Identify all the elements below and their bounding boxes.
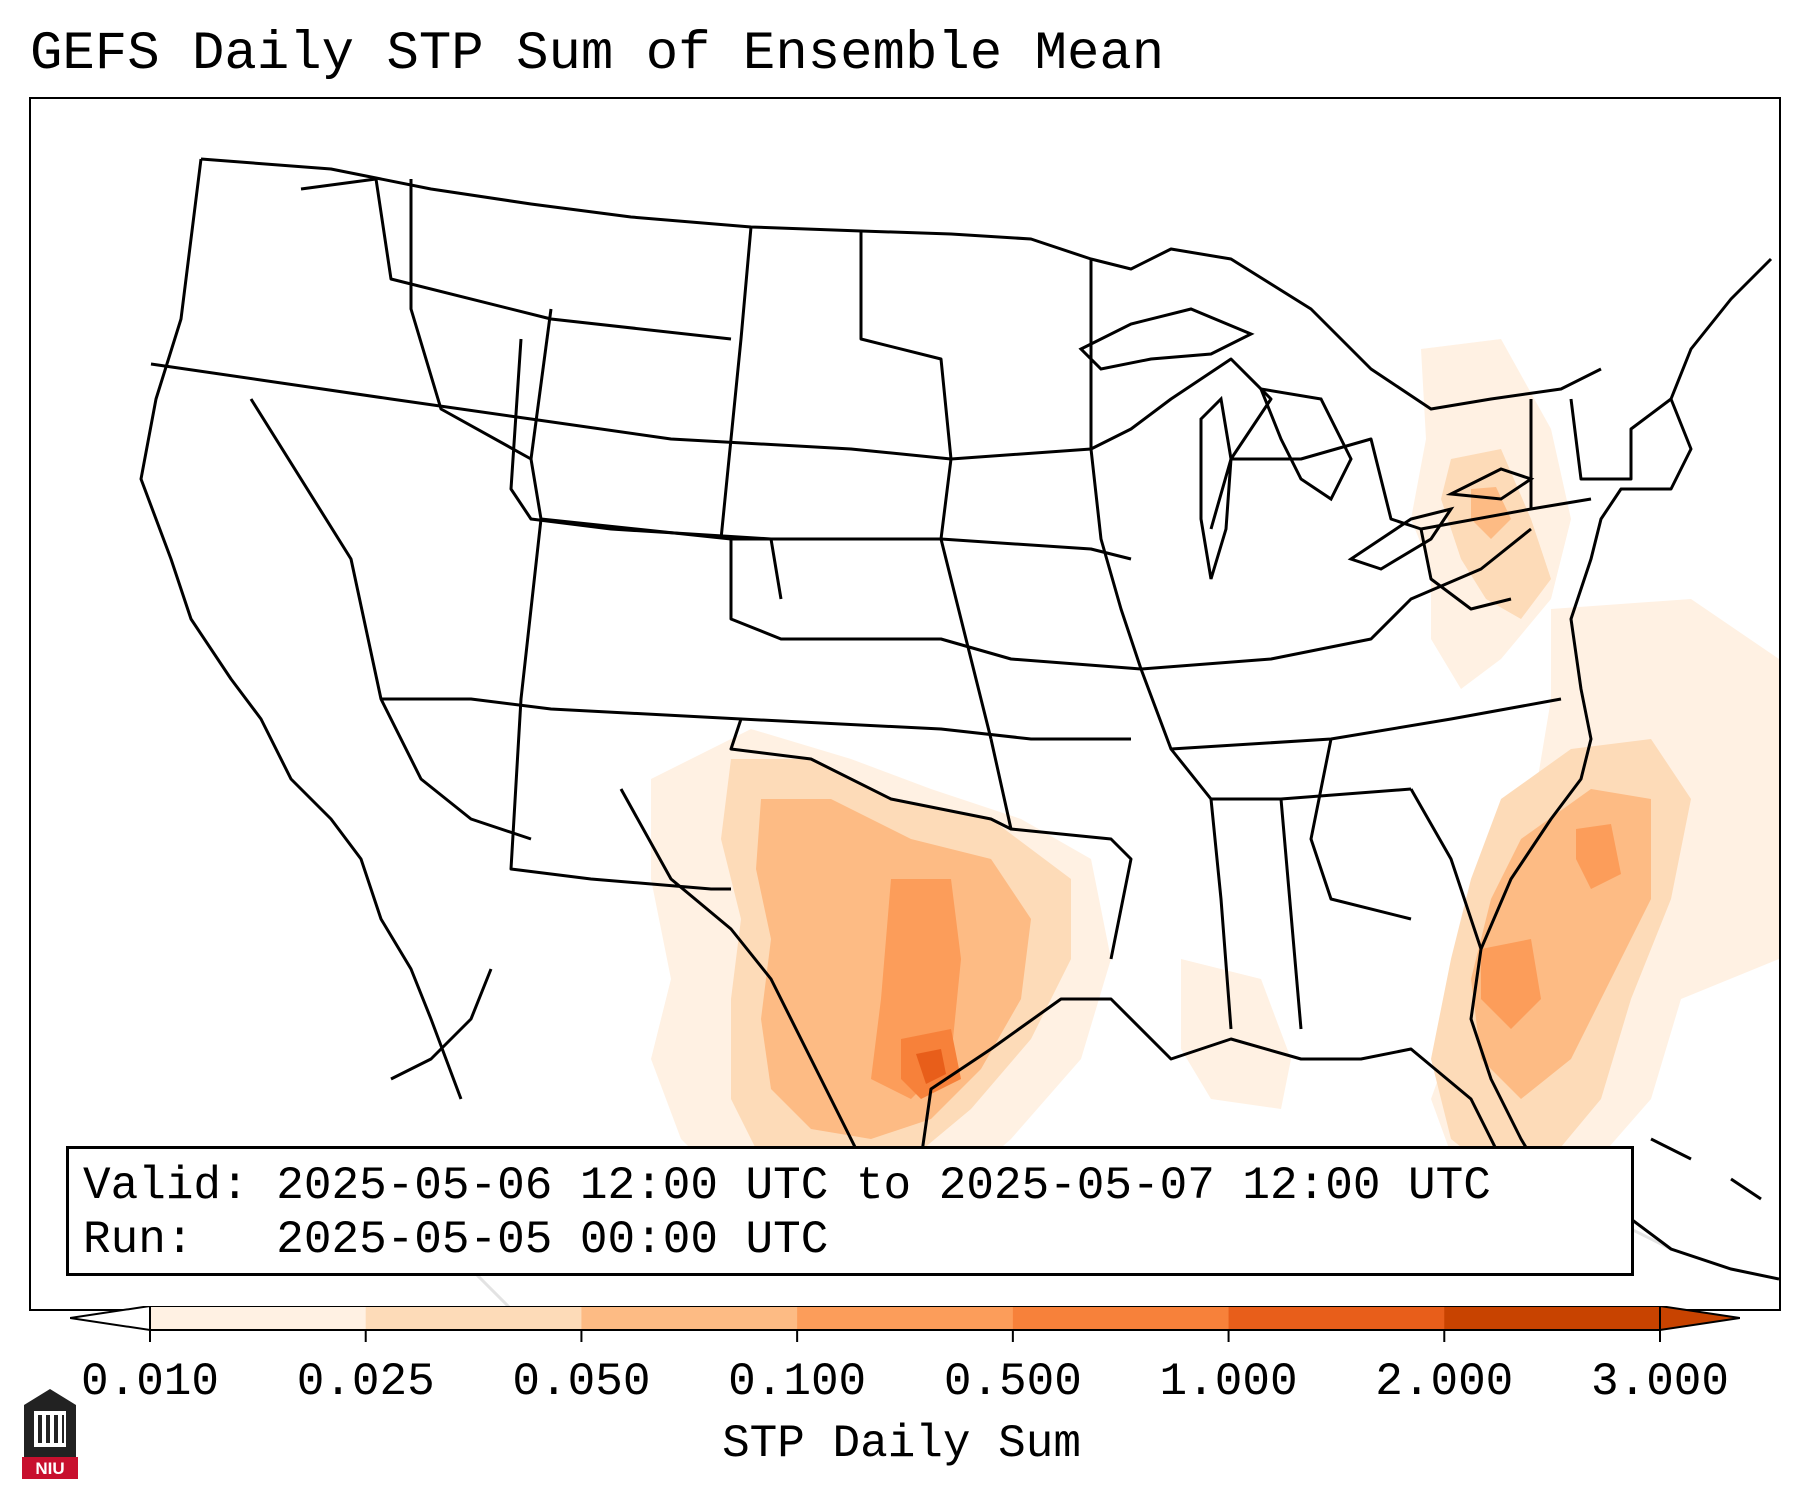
valid-line: Valid: 2025-05-06 12:00 UTC to 2025-05-0… [83,1159,1617,1213]
lake-huron [1258,387,1353,502]
map-panel [29,97,1781,1311]
colorbar-segments [149,1306,1661,1331]
colorbar-tick-label: 2.000 [1375,1356,1514,1408]
lake-erie [1347,506,1455,571]
lake-michigan [1199,395,1233,580]
valid-run-info-box: Valid: 2025-05-06 12:00 UTC to 2025-05-0… [66,1146,1634,1276]
lake-superior [1078,307,1255,371]
colorbar-segment [1228,1306,1445,1330]
colorbar-tick-label: 0.010 [80,1356,220,1408]
pacific-coast [139,158,463,1100]
colorbar-segment [365,1306,582,1330]
colorbar-segment [150,1306,367,1330]
lake-ontario [1445,467,1535,501]
colorbar-segment [797,1306,1014,1330]
valid-label: Valid: [83,1160,249,1212]
map-canvas [139,157,1779,1309]
colorbar-extend-low [70,1306,151,1332]
colorbar-tick-label: 0.025 [296,1356,435,1408]
run-value: 2025-05-05 00:00 UTC [276,1214,829,1266]
run-label: Run: [83,1214,194,1266]
state-boundaries [139,157,1773,1211]
great-lakes [1078,307,1535,580]
colorbar-label: STP Daily Sum [722,1418,1081,1470]
colorbar-tick-label: 3.000 [1590,1356,1730,1408]
colorbar-segment [1012,1306,1230,1330]
niu-logo: NIU [22,1389,78,1479]
colorbar-tick-label: 0.050 [512,1356,651,1408]
colorbar-segment [581,1306,798,1330]
stp-region-southeast-core [1481,939,1541,1029]
stp-region-carolina-core [1576,824,1621,889]
university-building-icon [24,1389,76,1457]
colorbar-tick-label: 0.100 [728,1356,867,1408]
map-title: GEFS Daily STP Sum of Ensemble Mean [30,24,1165,85]
colorbar-extend-high [1659,1306,1740,1332]
stp-region-gulf-coast [1181,959,1291,1109]
valid-value: 2025-05-06 12:00 UTC to 2025-05-07 12:00… [276,1160,1491,1212]
stp-region-houston-peak [916,1049,946,1084]
stp-field-layer [651,339,1779,1229]
colorbar [70,1306,1740,1342]
logo-text: NIU [35,1459,64,1478]
colorbar-ticks [149,1330,1661,1342]
run-line: Run: 2025-05-05 00:00 UTC [83,1213,1617,1267]
colorbar-tick-label: 0.500 [943,1356,1082,1408]
colorbar-segment [1444,1306,1661,1330]
colorbar-tick-label: 1.000 [1159,1356,1298,1408]
